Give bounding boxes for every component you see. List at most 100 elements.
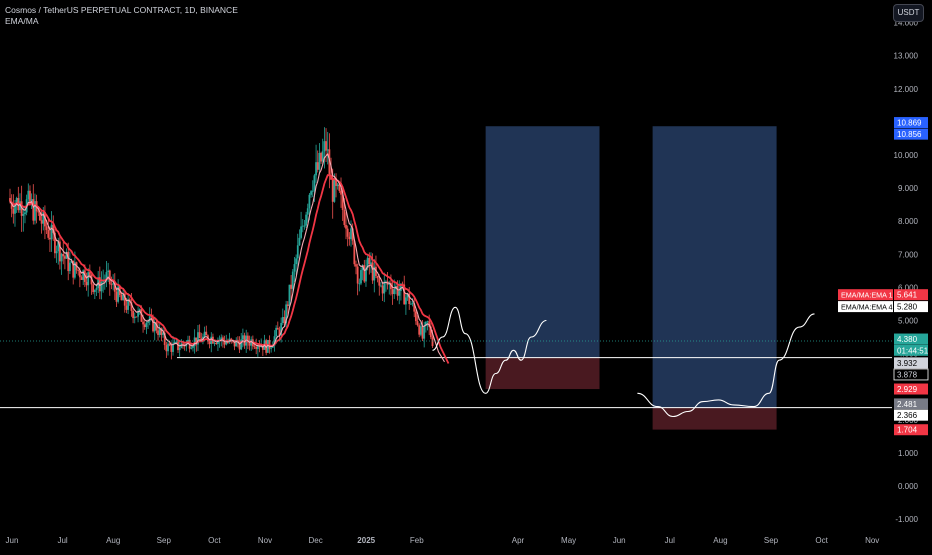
price-label-text: 01:44:51 — [897, 346, 929, 355]
candle-body — [54, 232, 56, 254]
candle-body — [313, 175, 316, 191]
candle-body — [308, 194, 311, 209]
candle-body — [113, 283, 116, 292]
candle-body — [428, 321, 431, 327]
candle-body — [93, 289, 96, 293]
candle-body — [246, 335, 249, 343]
candle-body — [276, 327, 279, 330]
x-tick-label: Aug — [106, 536, 120, 545]
indicator-label[interactable]: EMA/MA — [5, 16, 39, 26]
candle-body — [127, 299, 130, 310]
candle-body — [373, 266, 376, 281]
candle-body — [225, 342, 228, 345]
candle-body — [431, 337, 434, 347]
candle-body — [152, 316, 154, 332]
candle-body — [15, 198, 18, 205]
candle-body — [240, 339, 243, 350]
candle-body — [83, 270, 86, 282]
candle-body — [62, 253, 65, 257]
candle-body — [426, 321, 429, 323]
candle-body — [67, 251, 70, 272]
candle-body — [275, 327, 278, 337]
candle-body — [288, 284, 291, 307]
candle-body — [378, 278, 381, 286]
candle-body — [400, 283, 402, 292]
candle-body — [406, 293, 409, 298]
price-label — [894, 344, 928, 356]
y-tick-label: 8.000 — [898, 217, 919, 226]
candle-body — [418, 325, 421, 335]
candle-body — [220, 337, 223, 340]
candle-body — [305, 214, 307, 226]
candle-body — [170, 345, 173, 352]
price-label-text: 3.932 — [897, 359, 918, 368]
candle-body — [250, 339, 253, 346]
x-tick-label: Jul — [665, 536, 675, 545]
candle-body — [341, 194, 344, 210]
candle-body — [429, 326, 432, 338]
candle-body — [24, 212, 26, 215]
x-tick-label: Jun — [613, 536, 626, 545]
candle-body — [162, 332, 164, 335]
candle-body — [423, 326, 426, 339]
candle-body — [233, 340, 236, 347]
candle-body — [125, 305, 128, 310]
candle-body — [295, 258, 298, 265]
candle-body — [285, 304, 288, 324]
candle-body — [82, 270, 85, 280]
candle-body — [283, 316, 286, 324]
candle-body — [368, 257, 371, 265]
candle-body — [107, 270, 110, 273]
candle-body — [98, 277, 101, 292]
currency-button[interactable]: USDT — [893, 4, 924, 22]
candle-body — [241, 335, 244, 340]
price-label-text: 2.929 — [897, 385, 918, 394]
candle-body — [187, 339, 189, 342]
price-label — [894, 301, 928, 313]
projection-path-2 — [637, 313, 815, 418]
candle-body — [122, 293, 125, 301]
y-tick-label: 10.000 — [894, 151, 919, 160]
candle-body — [190, 347, 193, 349]
candle-body — [148, 316, 151, 322]
candle-body — [168, 343, 171, 346]
candle-body — [215, 342, 218, 344]
x-tick-label: Aug — [713, 536, 727, 545]
price-label — [894, 289, 928, 301]
x-tick-label: Oct — [208, 536, 221, 545]
ema-tag — [838, 301, 893, 313]
x-tick-label: Jul — [57, 536, 67, 545]
candle-body — [178, 347, 181, 351]
candle-body — [158, 328, 161, 335]
candle-body — [301, 225, 304, 227]
candle-body — [157, 330, 159, 335]
candle-body — [323, 141, 326, 152]
candle-body — [393, 289, 396, 295]
candle-body — [172, 343, 174, 352]
candle-body — [383, 281, 386, 294]
target-zone-2 — [652, 126, 777, 408]
candle-body — [222, 337, 224, 341]
candle-body — [278, 329, 281, 336]
y-tick-label: 5.000 — [898, 317, 919, 326]
candle-body — [70, 260, 73, 263]
x-tick-label: Nov — [865, 536, 879, 545]
stop-zone-1 — [485, 357, 600, 390]
candle-body — [398, 291, 401, 296]
candle-body — [197, 332, 199, 345]
candle-body — [40, 220, 43, 224]
candle-body — [198, 332, 201, 339]
candle-body — [32, 199, 35, 221]
candle-body — [12, 208, 15, 214]
x-tick-label: May — [561, 536, 576, 545]
candle-body — [213, 342, 216, 344]
candle-body — [366, 257, 369, 268]
candle-body — [371, 262, 374, 281]
candle-body — [227, 342, 229, 343]
candle-body — [293, 264, 296, 272]
candle-body — [73, 262, 76, 278]
y-tick-label: 12.000 — [894, 85, 919, 94]
candle-body — [34, 201, 36, 221]
